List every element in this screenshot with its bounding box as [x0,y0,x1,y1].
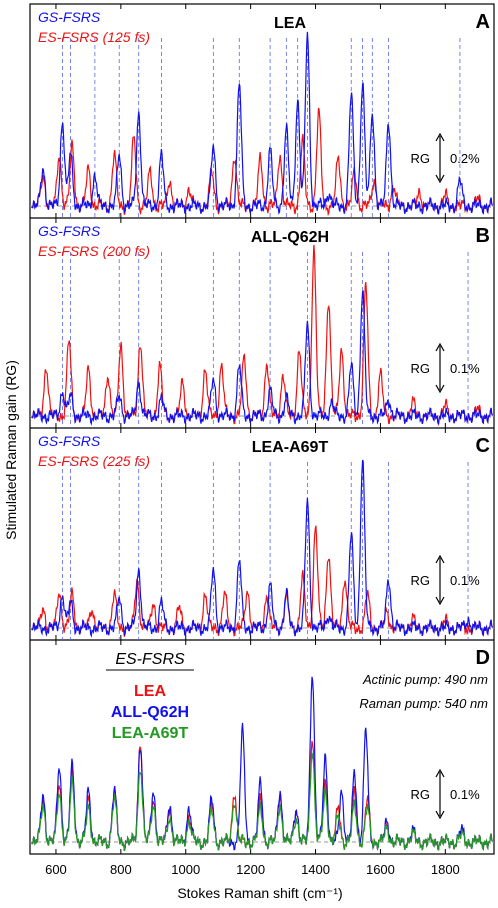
x-tick-label: 600 [45,862,67,877]
legend-es: ES-FSRS (200 fs) [38,243,150,259]
rg-scale-value: 0.1% [450,787,480,802]
rg-arrow-up [435,554,445,564]
y-axis-label: Stimulated Raman gain (RG) [3,360,19,540]
panel-letter: B [476,225,490,247]
rg-arrow-up [435,768,445,778]
rg-arrow-down [435,384,445,394]
plot-border [29,3,495,855]
panels: A GS-FSRS ES-FSRS (125 fs) LEA RG 0.2% B GS-FSR… [30,4,494,877]
legend-all-q62h: ALL-Q62H [111,704,189,721]
x-tick-label: 1800 [431,862,460,877]
x-axis-label: Stokes Raman shift (cm⁻¹) [177,885,342,901]
axes-frame [29,3,495,855]
x-tick-label: 1200 [236,862,265,877]
x-tick-label: 800 [110,862,132,877]
panel-title: ALL-Q62H [251,229,329,246]
rg-scale-label: RG [411,573,431,588]
panel-b: B GS-FSRS ES-FSRS (200 fs) ALL-Q62H RG 0.1% [30,218,494,429]
x-tick-label: 1600 [366,862,395,877]
panel-letter: D [476,647,490,669]
legend-gs: GS-FSRS [38,433,101,449]
rg-scale-label: RG [411,151,431,166]
rg-arrow-up [435,342,445,352]
panel-a: A GS-FSRS ES-FSRS (125 fs) LEA RG 0.2% [30,4,494,219]
panel-title: ES-FSRS [115,651,185,668]
legend-gs: GS-FSRS [38,223,101,239]
rg-scale-value: 0.1% [450,573,480,588]
x-tick-label: 1000 [171,862,200,877]
rg-scale-value: 0.2% [450,151,480,166]
panel-d: D ES-FSRS LEA ALL-Q62H LEA-A69T Actinic pump:… [30,640,494,877]
legend-es: ES-FSRS (225 fs) [38,453,150,469]
legend-gs: GS-FSRS [38,9,101,25]
series-lea-a69t [31,752,493,852]
series-gs-fsrs [31,290,493,426]
rg-arrow-up [435,132,445,142]
rg-arrow-down [435,596,445,606]
legend-es: ES-FSRS (125 fs) [38,29,150,45]
rg-scale-label: RG [411,787,431,802]
panel-c: C GS-FSRS ES-FSRS (225 fs) LEA-A69T RG 0.1% [30,428,494,641]
legend-lea-a69t: LEA-A69T [112,725,189,742]
rg-arrow-down [435,810,445,820]
legend-lea: LEA [134,683,166,700]
rg-scale-value: 0.1% [450,361,480,376]
rg-scale-label: RG [411,361,431,376]
panel-letter: C [476,435,490,457]
series-gs-fsrs [31,459,493,638]
rg-arrow-down [435,174,445,184]
series-gs-fsrs [31,31,493,215]
annotation: Raman pump: 540 nm [359,696,488,711]
panel-title: LEA-A69T [252,439,329,456]
panel-title: LEA [274,15,306,32]
annotation: Actinic pump: 490 nm [362,672,488,687]
panel-letter: A [476,11,490,33]
series-es-fsrs-200-fs- [31,244,493,427]
x-tick-label: 1400 [301,862,330,877]
